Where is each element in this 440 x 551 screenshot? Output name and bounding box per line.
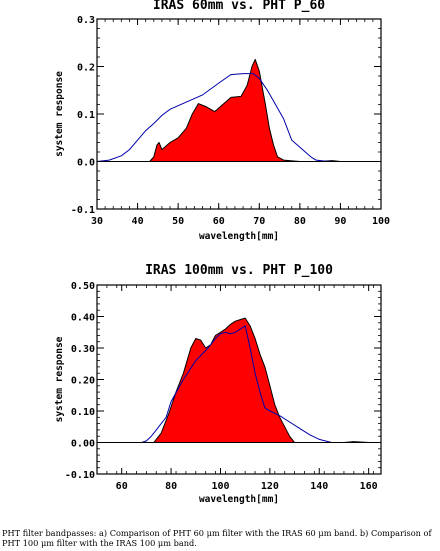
x-tick-label: 120 xyxy=(261,481,279,492)
chart-title: IRAS 100mm vs. PHT P_100 xyxy=(145,263,333,278)
y-tick-label: 0.40 xyxy=(71,313,95,324)
x-tick-label: 140 xyxy=(310,481,328,492)
chart-panel: 30 40 50 60 70 80 90 100 -0.1 0.0 0.1 0.2 0.3 IRAS 60… xyxy=(54,0,390,242)
x-tick-label: 50 xyxy=(172,216,184,227)
iras-band-line xyxy=(96,73,381,162)
y-tick-label: 0.2 xyxy=(77,63,95,74)
x-tick-label: 70 xyxy=(253,216,265,227)
y-tick-label: -0.1 xyxy=(71,205,95,216)
filter-bandpass-area xyxy=(96,58,382,162)
chart-panel: 60 80 100 120 140 160 -0.10 0.00 0.10 0.20 0.30 0.4… xyxy=(54,263,382,505)
y-tick-label: 0.30 xyxy=(71,344,95,355)
x-tick-label: 160 xyxy=(360,481,378,492)
y-tick-label: 0.50 xyxy=(71,281,95,292)
x-tick-label: 60 xyxy=(116,481,128,492)
x-tick-label: 40 xyxy=(132,216,144,227)
x-tick-label: 100 xyxy=(211,481,229,492)
y-tick-label: 0.3 xyxy=(77,15,95,26)
x-tick-label: 90 xyxy=(334,216,346,227)
y-axis-label: system response xyxy=(54,336,65,422)
y-tick-label: 0.00 xyxy=(71,439,95,450)
iras-band-line xyxy=(97,325,381,443)
x-tick-label: 80 xyxy=(294,216,306,227)
x-axis-label: wavelength[mm] xyxy=(199,231,279,242)
y-tick-label: 0.20 xyxy=(71,376,95,387)
y-tick-label: -0.10 xyxy=(65,470,95,481)
figure-caption: PHT filter bandpasses: a) Comparison of … xyxy=(2,528,432,548)
x-tick-label: 30 xyxy=(91,216,103,227)
y-axis-label: system response xyxy=(54,71,65,157)
y-tick-label: 0.1 xyxy=(77,110,95,121)
x-tick-label: 100 xyxy=(372,216,390,227)
x-axis-label: wavelength[mm] xyxy=(199,494,279,505)
filter-bandpass-area xyxy=(96,317,382,443)
y-tick-label: 0.10 xyxy=(71,407,95,418)
y-tick-label: 0.0 xyxy=(77,158,95,169)
x-tick-label: 80 xyxy=(165,481,177,492)
x-tick-label: 60 xyxy=(213,216,225,227)
chart-title: IRAS 60mm vs. PHT P_60 xyxy=(153,0,325,13)
